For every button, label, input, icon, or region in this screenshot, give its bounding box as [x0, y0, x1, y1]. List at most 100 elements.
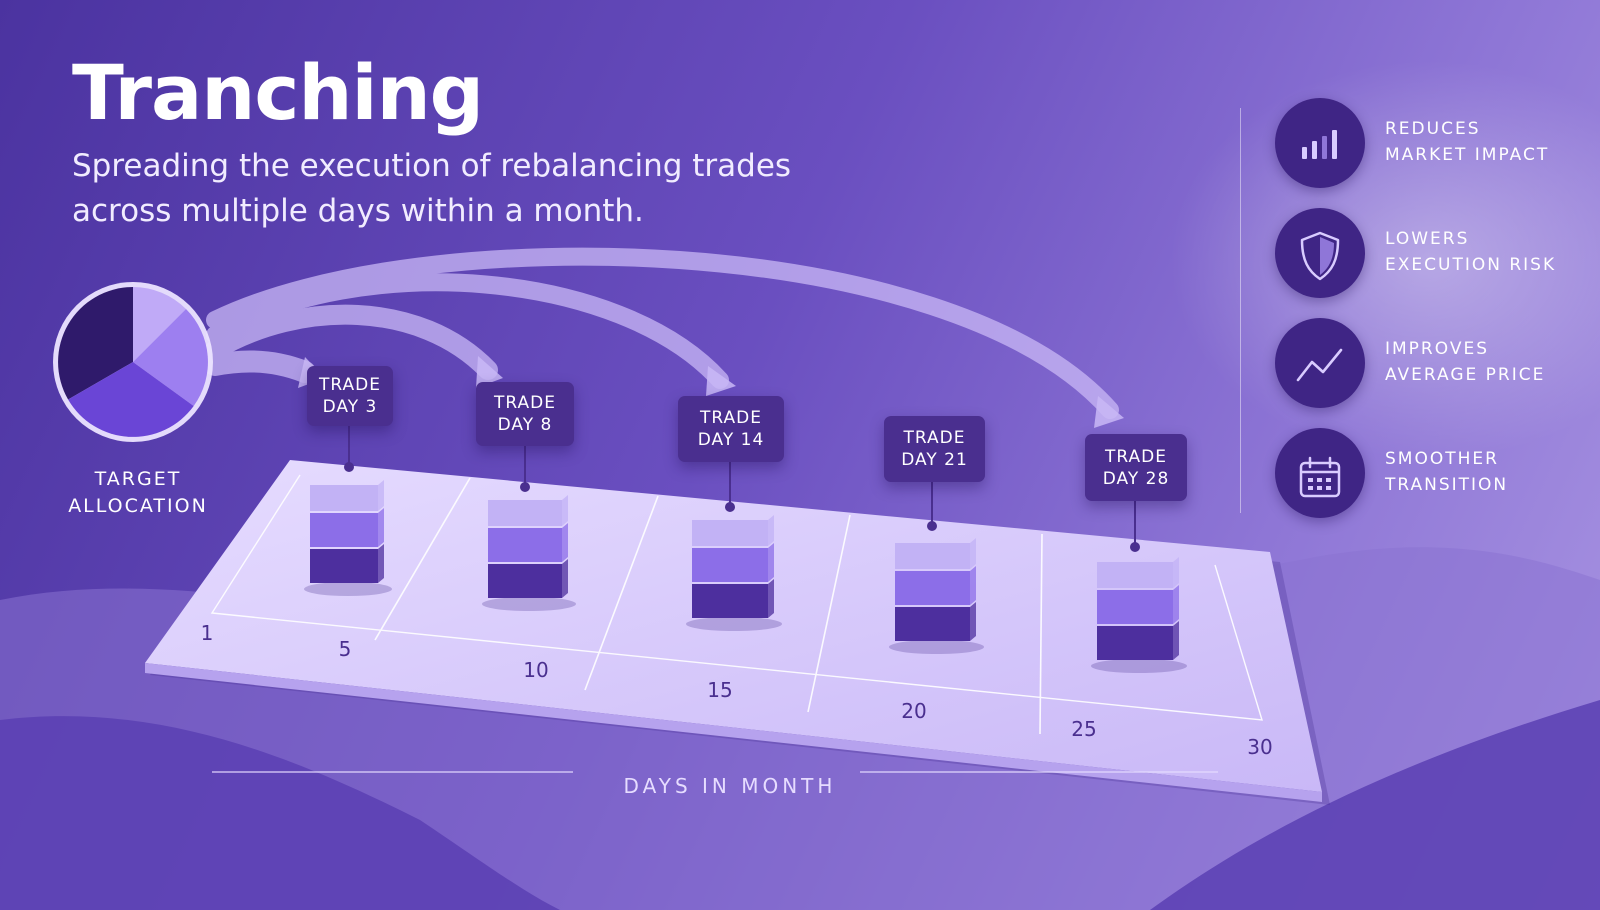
trade-bar-side — [562, 523, 568, 562]
target-label-line2: ALLOCATION — [68, 495, 208, 517]
benefit-line1: LOWERS — [1385, 229, 1470, 249]
benefit-text: SMOOTHER TRANSITION — [1385, 446, 1575, 498]
card-stem-dot — [520, 482, 530, 492]
trade-bar-segment — [692, 520, 768, 546]
day-tick-label: 30 — [1247, 735, 1272, 759]
trade-bar-segment — [310, 513, 378, 547]
benefit-icon-circle — [1275, 318, 1365, 408]
trade-card-line1: TRADE — [1105, 446, 1167, 467]
flow-arrow-day-14 — [206, 273, 729, 389]
trade-card-line1: TRADE — [700, 408, 762, 428]
trade-bar-shadow — [304, 582, 392, 596]
grid-frame — [210, 474, 1263, 721]
grid-line — [1039, 533, 1043, 735]
card-stems — [344, 426, 1140, 552]
trade-bar-side — [970, 602, 976, 641]
trade-bar — [895, 538, 976, 641]
card-stem-dot — [344, 462, 354, 472]
benefit-icon-circle — [1275, 208, 1365, 298]
trade-bar-shadow — [1091, 659, 1187, 673]
flow-arrow-day-28 — [206, 247, 1119, 419]
trade-card-line2: DAY 28 — [1102, 468, 1170, 489]
page-subtitle: Spreading the execution of rebalancing t… — [72, 148, 792, 229]
trade-bar-side — [378, 544, 384, 583]
trade-bar — [488, 495, 568, 598]
grid-line — [374, 477, 471, 641]
benefit-line1: REDUCES — [1385, 119, 1481, 139]
trade-bar-segment — [895, 543, 970, 569]
target-allocation-pie — [53, 282, 213, 442]
trade-bar-side — [562, 495, 568, 526]
benefit-text: IMPROVES AVERAGE PRICE — [1385, 336, 1575, 388]
day-tick-label: 15 — [707, 678, 732, 702]
trade-bar-side — [768, 543, 774, 582]
trade-bar-side — [1173, 621, 1179, 660]
trade-bar-segment — [1097, 626, 1173, 660]
axis-label: DAYS IN MONTH — [623, 774, 837, 798]
trade-card-line2: DAY 3 — [322, 397, 378, 417]
benefit-line2: TRANSITION — [1385, 475, 1509, 495]
grid-line — [807, 514, 851, 713]
trade-bar-shadow — [889, 640, 984, 654]
target-label-line1: TARGET — [94, 468, 182, 490]
trade-bar-segment — [1097, 562, 1173, 588]
trade-bar — [692, 515, 774, 618]
trade-bar-segment — [1097, 590, 1173, 624]
trade-bar-side — [562, 559, 568, 598]
hill-front-right — [1150, 700, 1600, 910]
trade-bar-segment — [692, 584, 768, 618]
target-allocation-label: TARGET ALLOCATION — [40, 466, 236, 520]
card-stem-dot — [1130, 542, 1140, 552]
benefit-line2: EXECUTION RISK — [1385, 255, 1557, 275]
benefit-line1: IMPROVES — [1385, 339, 1489, 359]
benefit-icon-circle — [1275, 428, 1365, 518]
platform — [145, 460, 1322, 792]
trade-bars — [304, 480, 1187, 673]
trade-bar-side — [378, 508, 384, 547]
benefit-smoother-transition: SMOOTHER TRANSITION — [1275, 428, 1575, 518]
benefit-icon-circle — [1275, 98, 1365, 188]
benefit-lowers-execution-risk: LOWERS EXECUTION RISK — [1275, 208, 1575, 298]
trade-bar-segment — [310, 549, 378, 583]
trade-bar-segment — [488, 564, 562, 598]
pie-slice-light — [133, 287, 186, 362]
trade-card-day-3: TRADE DAY 3 — [307, 366, 393, 426]
flow-arrow-day-3 — [204, 350, 316, 383]
hill-front-left — [0, 716, 560, 910]
pie-slice-mid — [133, 309, 208, 406]
benefit-text: LOWERS EXECUTION RISK — [1385, 226, 1575, 278]
trade-bar-side — [970, 566, 976, 605]
trade-bar-segment — [895, 571, 970, 605]
trade-bar-segment — [488, 528, 562, 562]
trade-card-day-21: TRADE DAY 21 — [884, 416, 985, 482]
trade-bar-shadow — [686, 617, 782, 631]
trade-bar-segment — [488, 500, 562, 526]
flow-arrows — [204, 247, 1119, 419]
day-tick-label: 1 — [201, 621, 214, 645]
benefit-line1: SMOOTHER — [1385, 449, 1499, 469]
benefit-text: REDUCES MARKET IMPACT — [1385, 116, 1575, 168]
card-stem-dot — [725, 502, 735, 512]
benefit-improves-average-price: IMPROVES AVERAGE PRICE — [1275, 318, 1575, 408]
trade-bar-side — [1173, 557, 1179, 588]
trade-bar-side — [1173, 585, 1179, 624]
trade-bar-side — [970, 538, 976, 569]
day-tick-label: 20 — [901, 699, 926, 723]
benefit-reduces-market-impact: REDUCES MARKET IMPACT — [1275, 98, 1575, 188]
day-tick-label: 5 — [339, 637, 352, 661]
pie-slice-deep — [68, 362, 194, 437]
trade-bar-shadow — [482, 597, 576, 611]
trade-bar — [310, 480, 384, 583]
trade-card-line2: DAY 8 — [497, 415, 553, 435]
trade-bar-side — [378, 480, 384, 511]
benefit-line2: MARKET IMPACT — [1385, 145, 1550, 165]
platform-edge — [145, 663, 1322, 802]
pie-slice-dark — [58, 287, 133, 400]
grid-line — [584, 495, 659, 691]
flow-arrow-day-8 — [205, 304, 498, 380]
trade-card-line2: DAY 21 — [901, 450, 968, 470]
platform-grid — [210, 474, 1263, 735]
benefit-line2: AVERAGE PRICE — [1385, 365, 1546, 385]
divider — [1240, 108, 1241, 513]
